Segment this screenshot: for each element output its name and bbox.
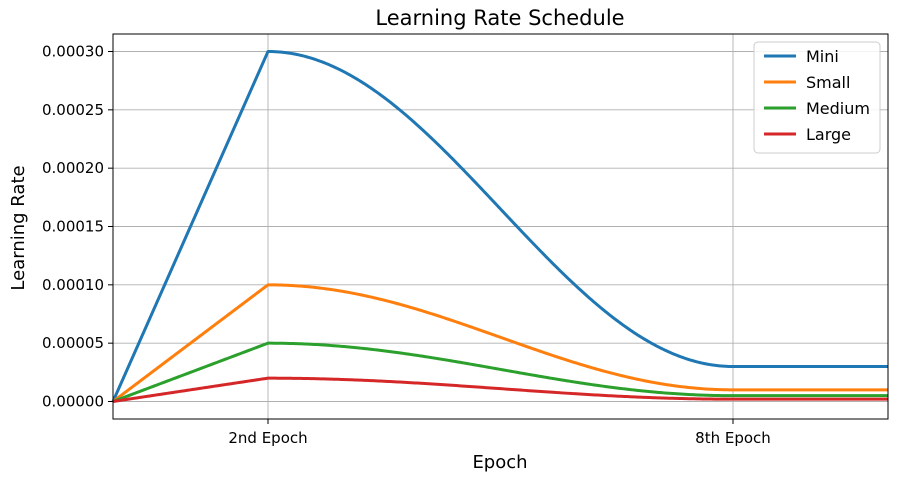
series-line-small (112, 283, 888, 403)
y-tick-label: 0.00020 (42, 159, 104, 177)
y-tick-label: 0.00010 (42, 276, 104, 294)
legend-box (753, 41, 881, 154)
x-tick-label: 2nd Epoch (228, 429, 307, 447)
legend-label-medium: Medium (806, 99, 870, 118)
legend-label-mini: Mini (806, 47, 839, 66)
series-line-large (112, 376, 888, 403)
y-tick-label: 0.00030 (42, 43, 104, 61)
series-line-mini (111, 50, 888, 403)
series-layer (111, 50, 888, 403)
y-tick-label: 0.00015 (42, 218, 104, 236)
y-axis-label: Learning Rate (8, 165, 29, 290)
y-tick-label: 0.00025 (42, 101, 104, 119)
x-axis-label: Epoch (472, 452, 527, 473)
legend: Mini Small Medium Large (753, 41, 881, 154)
legend-label-small: Small (806, 73, 850, 92)
tick-layer: 0.00000 0.00005 0.00010 0.00015 0.00020 0.000… (42, 43, 771, 448)
y-tick-label: 0.00000 (42, 393, 104, 411)
y-tick-label: 0.00005 (42, 334, 104, 352)
series-line-medium (112, 341, 888, 403)
legend-label-large: Large (806, 125, 851, 144)
x-tick-label: 8th Epoch (695, 429, 771, 447)
chart-title: Learning Rate Schedule (375, 6, 624, 30)
